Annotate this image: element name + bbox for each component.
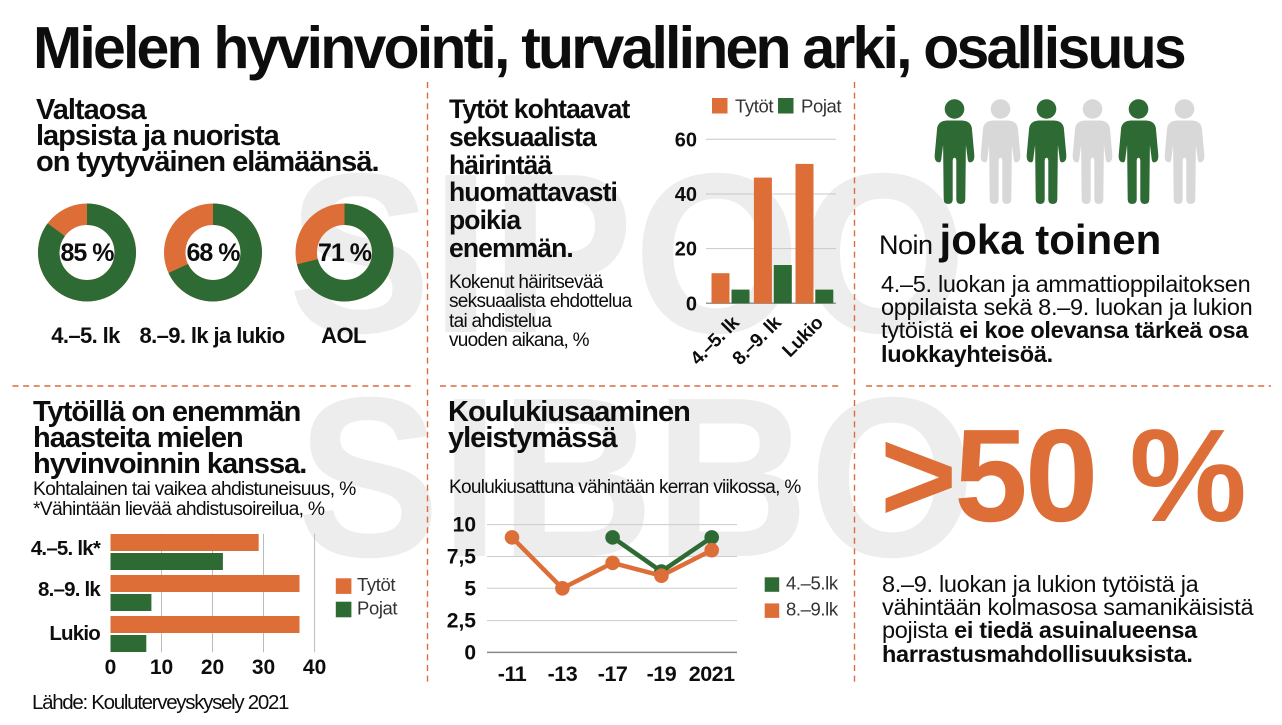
svg-text:68 %: 68 % bbox=[187, 239, 241, 267]
svg-text:Pojat: Pojat bbox=[357, 597, 397, 618]
svg-text:10: 10 bbox=[150, 656, 173, 679]
svg-text:8.–9. lk: 8.–9. lk bbox=[38, 578, 101, 601]
svg-text:8.–9. lk: 8.–9. lk bbox=[729, 312, 786, 369]
svg-text:4.–5.lk: 4.–5.lk bbox=[786, 573, 839, 594]
svg-text:8.–9. lk ja lukio: 8.–9. lk ja lukio bbox=[139, 323, 284, 348]
svg-text:2,5: 2,5 bbox=[447, 610, 477, 633]
svg-text:0: 0 bbox=[105, 656, 117, 679]
svg-text:20: 20 bbox=[675, 239, 697, 261]
svg-text:Lukio: Lukio bbox=[49, 622, 100, 645]
svg-text:4.–5. lk*: 4.–5. lk* bbox=[31, 537, 101, 560]
svg-text:-11: -11 bbox=[498, 662, 527, 686]
svg-text:60: 60 bbox=[675, 129, 697, 151]
svg-text:4.–5. lk: 4.–5. lk bbox=[51, 323, 121, 348]
svg-text:Lukio: Lukio bbox=[779, 313, 828, 362]
svg-text:Pojat: Pojat bbox=[801, 96, 841, 117]
svg-text:71 %: 71 % bbox=[318, 239, 372, 267]
svg-text:20: 20 bbox=[201, 656, 224, 679]
svg-text:85 %: 85 % bbox=[61, 239, 115, 267]
svg-text:8.–9.lk: 8.–9.lk bbox=[786, 599, 839, 620]
svg-text:Tytöt: Tytöt bbox=[357, 574, 395, 595]
svg-text:Tytöt: Tytöt bbox=[735, 96, 773, 117]
svg-text:40: 40 bbox=[303, 656, 326, 679]
svg-text:AOL: AOL bbox=[321, 323, 366, 348]
svg-text:30: 30 bbox=[252, 656, 275, 679]
svg-text:-13: -13 bbox=[548, 662, 578, 686]
svg-text:10: 10 bbox=[453, 514, 476, 537]
svg-text:7,5: 7,5 bbox=[447, 546, 477, 569]
svg-text:0: 0 bbox=[464, 641, 476, 664]
svg-text:5: 5 bbox=[464, 577, 476, 600]
svg-text:40: 40 bbox=[675, 184, 697, 206]
svg-text:-17: -17 bbox=[598, 662, 628, 686]
svg-text:2021: 2021 bbox=[689, 662, 735, 686]
svg-text:-19: -19 bbox=[647, 662, 677, 686]
svg-text:0: 0 bbox=[686, 293, 697, 315]
